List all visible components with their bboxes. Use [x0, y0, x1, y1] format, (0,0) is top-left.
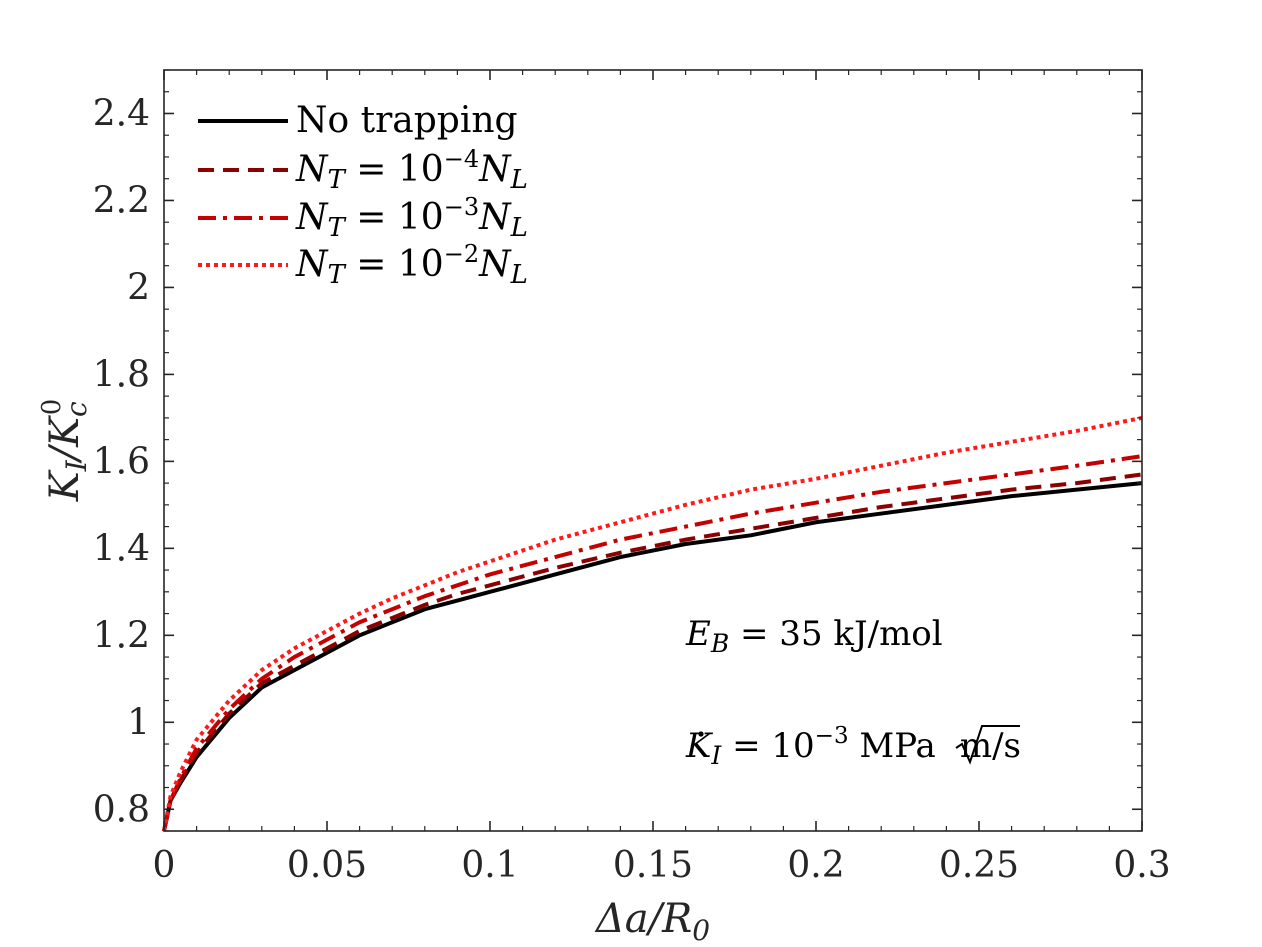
- legend-2-sub: T: [328, 165, 347, 195]
- x-tick-label: 0.3: [1113, 845, 1170, 886]
- legend-label-no-trapping: No trapping: [296, 100, 518, 141]
- y-axis-title-sub1: I: [60, 459, 93, 472]
- annot-k-text: KI = 10−3 MPa m/s: [685, 723, 1021, 770]
- y-tick-labels: 0.8 1 1.2 1.4 1.6 1.8 2 2.2 2.4: [93, 93, 150, 830]
- y-tick-label: 1.2: [93, 615, 150, 656]
- annot-k-sub: I: [710, 741, 722, 770]
- x-tick-label: 0.25: [939, 845, 1019, 886]
- annot-k-exp: −3: [815, 723, 849, 749]
- legend: No trapping NT = 10−4NL NT = 10−3NL NT =…: [198, 100, 528, 290]
- x-tick-label: 0.1: [461, 845, 518, 886]
- y-axis-title-sup: 0: [37, 399, 67, 416]
- annot-k-unit: MPa: [849, 726, 936, 766]
- legend-4-sub: T: [328, 260, 347, 290]
- y-tick-label: 2: [127, 267, 150, 308]
- legend-3-tailsub: L: [510, 213, 528, 243]
- annot-sqrt-sign: [955, 725, 1020, 765]
- x-axis-title-sub: 0: [692, 914, 710, 947]
- legend-label-nt-1e-3: NT = 10−3NL: [295, 193, 528, 243]
- x-tick-label: 0: [153, 845, 176, 886]
- series-line-2: [162, 472, 1143, 832]
- legend-2-n: N: [295, 149, 329, 190]
- y-tick-label: 1: [127, 702, 150, 743]
- x-tick-labels: 0 0.05 0.1 0.15 0.2 0.25 0.3: [153, 845, 1171, 886]
- series-line-4: [162, 415, 1143, 832]
- legend-4-mid: = 10: [345, 244, 444, 285]
- legend-3-mid: = 10: [345, 197, 444, 238]
- y-axis-title-mid: /K: [42, 415, 88, 464]
- legend-2-mid: = 10: [345, 149, 444, 190]
- y-tick-label: 2.2: [93, 180, 150, 221]
- legend-2-tail: N: [478, 149, 512, 190]
- annotation-loading-rate: KI = 10−3 MPa m/s: [685, 723, 1021, 770]
- annot-eb-var: E: [685, 614, 711, 654]
- annot-k-var: K: [685, 726, 714, 766]
- legend-4-tail: N: [478, 244, 512, 285]
- annotation-binding-energy: EB = 35 kJ/mol: [685, 614, 943, 658]
- legend-4-exp: −2: [444, 240, 479, 268]
- series-line-3: [162, 454, 1143, 832]
- legend-3-n: N: [295, 197, 329, 238]
- y-tick-label: 2.4: [93, 93, 150, 134]
- axis-ticks: [163, 69, 1143, 832]
- legend-label-nt-1e-4: NT = 10−4NL: [295, 145, 528, 195]
- legend-4-n: N: [295, 244, 329, 285]
- annot-eb-sub: B: [710, 629, 729, 658]
- x-tick-label: 0.2: [787, 845, 844, 886]
- annot-k-dot: [698, 731, 704, 737]
- data-curves: [162, 415, 1143, 832]
- y-tick-label: 1.4: [93, 528, 150, 569]
- annot-k-tail: /s: [992, 726, 1021, 766]
- y-axis-title: KI/Kc0: [37, 399, 93, 503]
- x-tick-label: 0.05: [287, 845, 367, 886]
- x-axis-title: Δa/R0: [594, 896, 710, 947]
- legend-2-exp: −4: [444, 145, 479, 173]
- annot-k-mid: = 10: [721, 726, 814, 766]
- series-line-1: [162, 481, 1143, 832]
- legend-label-nt-1e-2: NT = 10−2NL: [295, 240, 528, 290]
- y-axis-title-main: K: [42, 469, 88, 502]
- annot-eb-rest: = 35 kJ/mol: [729, 614, 942, 654]
- legend-3-sub: T: [328, 213, 347, 243]
- x-axis-title-main: Δa/R: [594, 896, 692, 942]
- legend-2-tailsub: L: [510, 165, 528, 195]
- y-tick-label: 0.8: [93, 789, 150, 830]
- legend-4-tailsub: L: [510, 260, 528, 290]
- y-tick-label: 1.8: [93, 354, 150, 395]
- legend-3-exp: −3: [444, 193, 479, 221]
- legend-3-tail: N: [478, 197, 512, 238]
- x-tick-label: 0.15: [613, 845, 693, 886]
- y-axis-title-sub2: c: [60, 401, 93, 417]
- y-tick-label: 1.6: [93, 441, 150, 482]
